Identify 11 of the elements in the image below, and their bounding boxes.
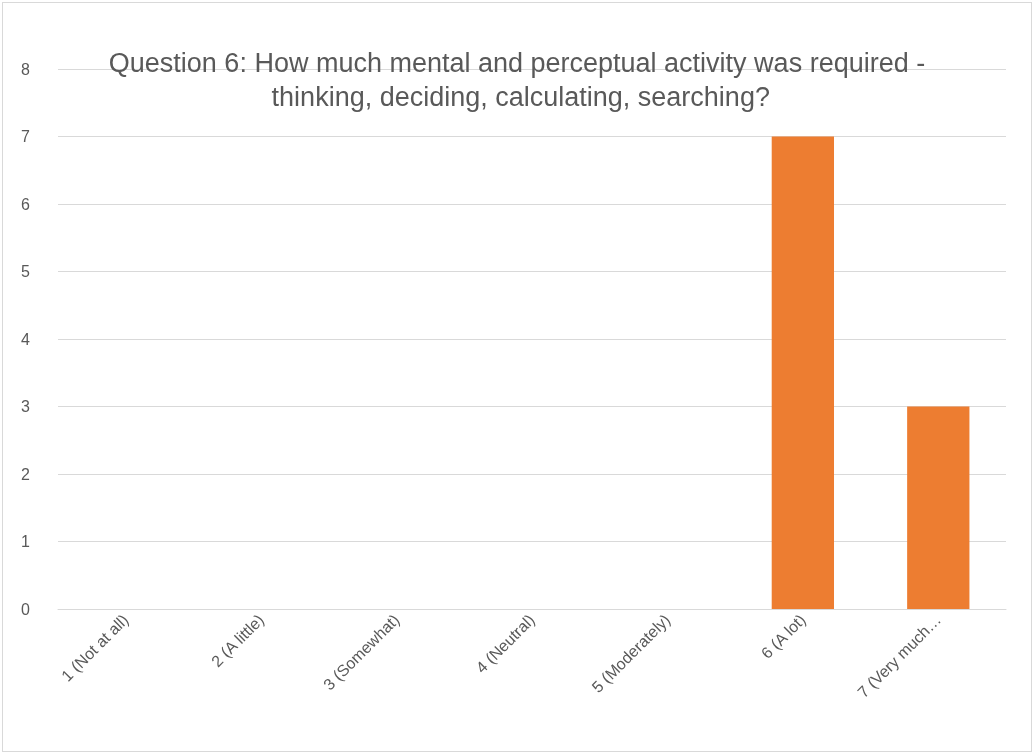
y-tick-label: 6 — [21, 195, 31, 213]
chart-title: Question 6: How much mental and perceptual activity was required - thinking, deciding, calculating, searching? — [108, 48, 926, 112]
y-tick-label: 2 — [21, 465, 31, 483]
y-tick-label: 1 — [21, 533, 31, 550]
y-tick-label: 5 — [21, 263, 31, 280]
y-tick-label: 4 — [21, 330, 31, 348]
y-tick-label: 7 — [21, 128, 31, 145]
y-tick-label: 0 — [21, 600, 31, 618]
y-tick-label: 8 — [21, 60, 31, 78]
x-tick-label: 6 (A lot) — [757, 610, 809, 662]
y-tick-label: 3 — [21, 398, 31, 415]
